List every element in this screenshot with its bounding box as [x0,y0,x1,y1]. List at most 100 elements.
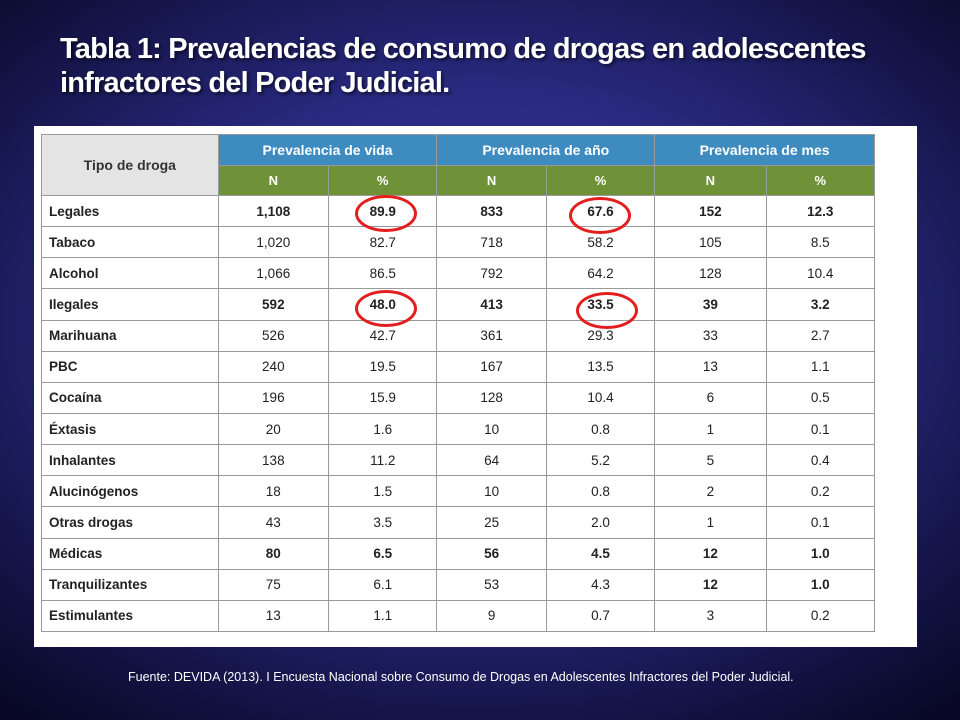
table-cell: 128 [654,257,767,290]
table-cell: 6 [654,381,767,414]
table-row: Médicas 80 6.5 56 4.5 12 1.0 [41,537,876,570]
table-cell: 0.2 [765,599,876,633]
table-cell: 6.5 [328,537,438,570]
table-cell: 12 [654,537,767,570]
table-cell: 5.2 [545,444,656,477]
table-cell: 56 [436,537,547,570]
table-cell: 0.4 [765,444,876,477]
table-cell: 1.1 [765,350,876,383]
table-row: Estimulantes 13 1.1 9 0.7 3 0.2 [41,599,876,633]
table-cell: 196 [217,381,330,414]
table-cell: 13 [654,350,767,383]
source-note: Fuente: DEVIDA (2013). I Encuesta Nacion… [128,670,794,684]
row-label: Médicas [41,537,219,570]
table-row: PBC 240 19.5 167 13.5 13 1.1 [41,350,876,383]
table-cell: 10.4 [765,257,876,290]
table-cell: 1,108 [217,194,330,228]
table-cell: 3.5 [328,506,438,539]
header-prevalencia-vida: Prevalencia de vida [217,134,438,166]
table-cell: 33 [654,319,767,352]
table-cell: 64 [436,444,547,477]
table-row: Alucinógenos 18 1.5 10 0.8 2 0.2 [41,475,876,508]
table-cell: 361 [436,319,547,352]
subheader-n: N [654,165,767,196]
table-cell: 6.1 [328,568,438,601]
table-cell: 1.1 [328,599,438,633]
drug-prevalence-table: Tipo de droga Prevalencia de vida Preval… [41,134,876,633]
table-cell: 9 [436,599,547,633]
table-cell: 64.2 [545,257,656,290]
table-cell: 1.5 [328,475,438,508]
table-cell: 152 [654,194,767,228]
table-cell: 240 [217,350,330,383]
table-cell: 592 [217,288,330,321]
table-cell: 792 [436,257,547,290]
table-cell: 1 [654,506,767,539]
table-cell: 53 [436,568,547,601]
row-label: Éxtasis [41,412,219,446]
highlight-circle [569,197,631,234]
table-cell: 10 [436,475,547,508]
row-label: Tabaco [41,226,219,259]
table-cell: 3 [654,599,767,633]
row-label: Cocaína [41,381,219,414]
table-cell: 43 [217,506,330,539]
table-cell: 18 [217,475,330,508]
table-cell: 413 [436,288,547,321]
table-panel: Tipo de droga Prevalencia de vida Preval… [34,126,917,647]
table-row: Ilegales 592 48.0 413 33.5 39 3.2 [41,288,876,321]
table-cell: 19.5 [328,350,438,383]
table-cell: 1.0 [765,537,876,570]
table-cell: 1,066 [217,257,330,290]
table-row: Legales 1,108 89.9 833 67.6 152 12.3 [41,194,876,228]
table-cell: 526 [217,319,330,352]
table-cell: 0.5 [765,381,876,414]
table-cell: 167 [436,350,547,383]
table-cell: 138 [217,444,330,477]
table-cell: 1.0 [765,568,876,601]
table-cell: 0.1 [765,412,876,446]
row-label: Ilegales [41,288,219,321]
row-label: Otras drogas [41,506,219,539]
table-cell: 4.5 [545,537,656,570]
table-cell: 13.5 [545,350,656,383]
table-cell: 10.4 [545,381,656,414]
table-cell: 833 [436,194,547,228]
table-cell: 2 [654,475,767,508]
table-row: Marihuana 526 42.7 361 29.3 33 2.7 [41,319,876,352]
subheader-percent: % [545,165,656,196]
table-cell: 20 [217,412,330,446]
row-label: Tranquilizantes [41,568,219,601]
table-row: Éxtasis 20 1.6 10 0.8 1 0.1 [41,412,876,446]
table-cell: 718 [436,226,547,259]
header-prevalencia-anio: Prevalencia de año [436,134,656,166]
header-tipo-de-droga: Tipo de droga [41,134,219,196]
table-cell: 0.2 [765,475,876,508]
subheader-percent: % [328,165,438,196]
row-label: Alucinógenos [41,475,219,508]
table-row: Cocaína 196 15.9 128 10.4 6 0.5 [41,381,876,414]
table-cell: 1.6 [328,412,438,446]
row-label: Estimulantes [41,599,219,633]
table-cell: 42.7 [328,319,438,352]
row-label: PBC [41,350,219,383]
table-cell: 80 [217,537,330,570]
slide-title: Tabla 1: Prevalencias de consumo de drog… [60,33,866,99]
table-cell: 11.2 [328,444,438,477]
row-label: Inhalantes [41,444,219,477]
table-cell: 12 [654,568,767,601]
highlight-circle [355,195,417,232]
table-cell: 105 [654,226,767,259]
table-cell: 15.9 [328,381,438,414]
table-row: Alcohol 1,066 86.5 792 64.2 128 10.4 [41,257,876,290]
table-cell: 2.0 [545,506,656,539]
subheader-n: N [217,165,330,196]
table-cell: 0.7 [545,599,656,633]
table-cell: 39 [654,288,767,321]
table-row: Tranquilizantes 75 6.1 53 4.3 12 1.0 [41,568,876,601]
table-cell: 25 [436,506,547,539]
table-cell: 0.8 [545,475,656,508]
table-row: Inhalantes 138 11.2 64 5.2 5 0.4 [41,444,876,477]
table-cell: 0.1 [765,506,876,539]
table-cell: 4.3 [545,568,656,601]
